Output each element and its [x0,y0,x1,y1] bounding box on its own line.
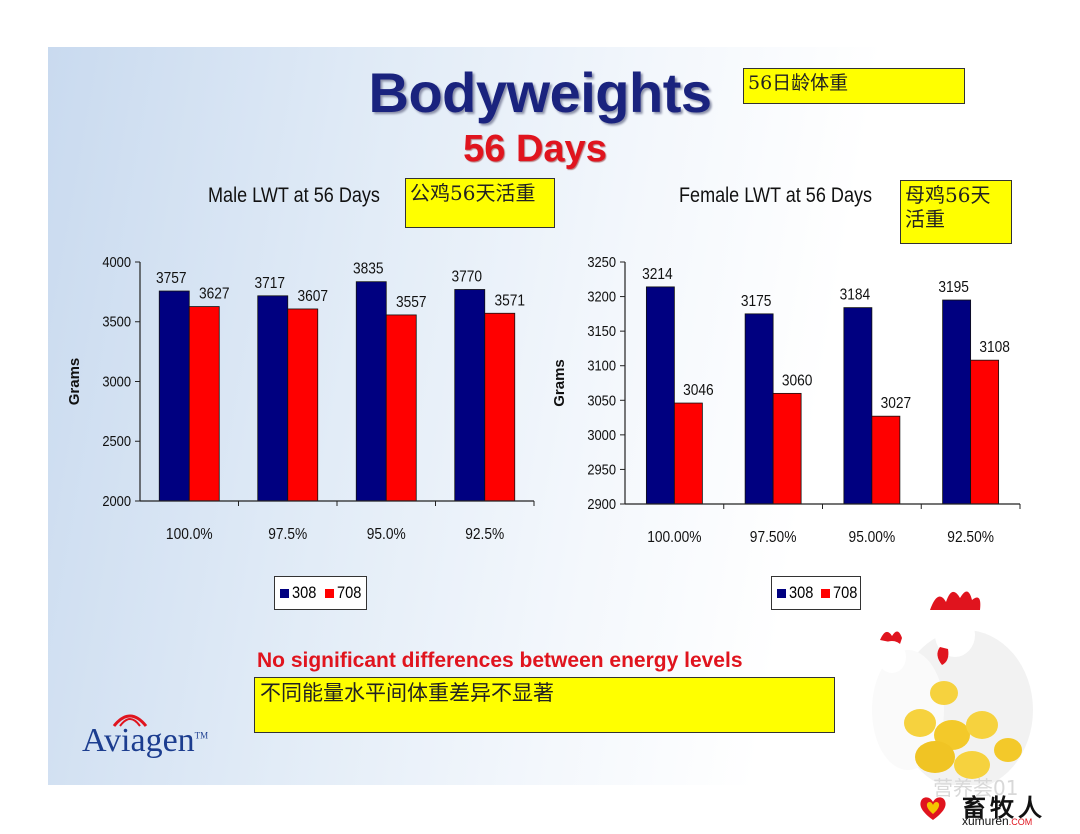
female-legend-label-708: 708 [833,583,858,602]
male-bar-308 [355,281,387,502]
female-bar-708 [871,415,901,505]
male-chart-title: Male LWT at 56 Days [208,184,380,207]
female-chart-title: Female LWT at 56 Days [679,184,873,207]
male-bar-708 [385,314,417,502]
male-bar-308 [454,289,486,502]
male-data-label: 3571 [494,291,525,309]
male-ytick-label: 2000 [102,492,131,509]
male-xtick-label: 92.5% [465,525,504,543]
female-data-label: 3195 [938,278,969,296]
male-chart-title-cn-box: 公鸡56天活重 [405,178,555,228]
male-bar-708 [188,306,220,502]
female-data-label: 3046 [683,381,714,399]
female-ytick-label: 2900 [587,495,616,512]
female-bar-708 [673,402,703,505]
site-name-en: xumuren.COM [962,814,1032,828]
female-data-label: 3214 [642,265,673,283]
female-bar-708 [970,359,1000,505]
male-data-label: 3835 [353,260,384,278]
site-domain: xumuren [962,814,1009,828]
female-data-label: 3108 [979,338,1010,356]
female-legend-swatch-708 [821,589,830,598]
female-chart-title-cn-box: 母鸡56天活重 [900,180,1012,244]
site-tld: .COM [1008,817,1033,827]
conclusion-note: No significant differences between energ… [257,649,743,672]
female-bar-308 [843,307,873,505]
male-legend-swatch-308 [280,589,289,598]
male-legend-label-708: 708 [337,583,362,602]
site-name-cn: 畜牧人 [962,793,1046,822]
aviagen-logo-mark [112,714,148,727]
slide-title-cn-box: 56日龄体重 [743,68,965,104]
female-y-axis-label: Grams [551,359,568,407]
male-legend-label-308: 308 [292,583,317,602]
male-legend: 308 708 [274,576,367,610]
female-ytick-label: 3100 [587,357,616,374]
aviagen-logo: AviagenTM [82,722,209,759]
female-bar-308 [942,299,972,505]
male-data-label: 3770 [451,268,482,286]
conclusion-note-cn-box: 不同能量水平间体重差异不显著 [254,677,835,733]
watermark-text: 营养荟01 [933,776,1019,800]
male-data-label: 3757 [156,269,187,287]
female-data-label: 3060 [782,371,813,389]
male-data-label: 3717 [254,274,285,292]
male-data-label: 3557 [396,293,427,311]
female-bar-708 [772,392,802,505]
female-xtick-label: 97.50% [750,528,797,546]
heart-logo-icon [920,797,946,820]
female-legend-label-308: 308 [789,583,814,602]
slide-subtitle: 56 Days [463,128,607,170]
female-ytick-label: 3000 [587,426,616,443]
chickens-illustration [872,591,1033,785]
female-ytick-label: 3250 [587,253,616,270]
male-ytick-label: 3000 [102,373,131,390]
male-ytick-label: 2500 [102,432,131,449]
male-xtick-label: 97.5% [268,525,307,543]
female-ytick-label: 3150 [587,322,616,339]
female-ytick-label: 3050 [587,391,616,408]
female-ytick-label: 2950 [587,460,616,477]
male-xtick-label: 95.0% [367,525,406,543]
male-data-label: 3607 [297,287,328,305]
female-bar-308 [744,313,774,505]
male-bar-308 [158,290,190,502]
slide-title: Bodyweights [368,61,712,124]
male-legend-swatch-708 [325,589,334,598]
male-ytick-label: 4000 [102,253,131,270]
female-legend-swatch-308 [777,589,786,598]
female-legend: 308 708 [771,576,861,610]
male-xtick-label: 100.0% [166,525,213,543]
male-data-label: 3627 [199,285,230,303]
female-xtick-label: 100.00% [647,528,701,546]
female-xtick-label: 92.50% [947,528,994,546]
female-data-label: 3184 [840,286,871,304]
female-data-label: 3027 [881,394,912,412]
female-bar-308 [645,286,675,505]
male-bar-708 [484,312,516,502]
male-y-axis-label: Grams [66,358,83,406]
female-ytick-label: 3200 [587,288,616,305]
female-data-label: 3175 [741,292,772,310]
male-bar-708 [287,308,319,502]
female-xtick-label: 95.00% [849,528,896,546]
male-ytick-label: 3500 [102,313,131,330]
